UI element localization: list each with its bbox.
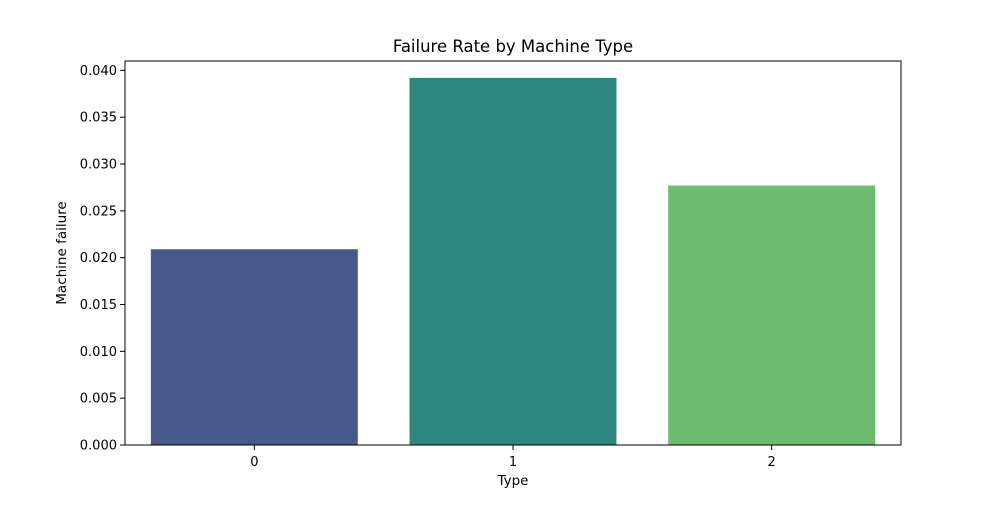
y-tick-label: 0.015 [80, 298, 117, 313]
bar-0 [150, 249, 358, 445]
y-axis-ticks: 0.000 0.005 0.010 0.015 0.020 0.025 0.030 0.035… [80, 64, 125, 454]
y-tick-label: 0.005 [80, 392, 117, 407]
y-tick-label: 0.020 [80, 251, 117, 266]
bar-2 [668, 185, 876, 445]
x-tick-label: 0 [250, 455, 258, 470]
x-axis-ticks: 0 1 2 [250, 445, 776, 470]
bars [150, 77, 876, 446]
y-axis-label: Machine failure [54, 201, 70, 304]
y-tick-label: 0.040 [80, 64, 117, 79]
bar-1 [409, 77, 617, 446]
y-tick-label: 0.035 [80, 111, 117, 126]
x-axis-label: Type [496, 473, 528, 489]
y-tick-label: 0.030 [80, 158, 117, 173]
chart-title: Failure Rate by Machine Type [393, 37, 633, 56]
y-tick-label: 0.000 [80, 439, 117, 454]
x-tick-label: 1 [509, 455, 517, 470]
y-tick-label: 0.010 [80, 345, 117, 360]
x-tick-label: 2 [768, 455, 776, 470]
plot-frame [124, 60, 902, 446]
y-tick-label: 0.025 [80, 204, 117, 219]
